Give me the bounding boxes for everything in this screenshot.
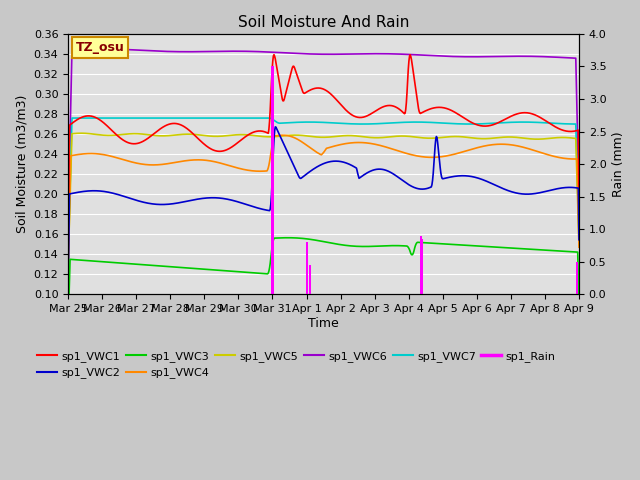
Bar <box>420 239 422 294</box>
Bar <box>309 265 311 294</box>
Y-axis label: Soil Moisture (m3/m3): Soil Moisture (m3/m3) <box>15 95 28 233</box>
Text: TZ_osu: TZ_osu <box>76 41 125 54</box>
Legend: sp1_VWC1, sp1_VWC2, sp1_VWC3, sp1_VWC4, sp1_VWC5, sp1_VWC6, sp1_VWC7, sp1_Rain: sp1_VWC1, sp1_VWC2, sp1_VWC3, sp1_VWC4, … <box>33 347 560 383</box>
Y-axis label: Rain (mm): Rain (mm) <box>612 132 625 197</box>
Bar <box>576 262 579 294</box>
Bar <box>305 242 308 294</box>
Title: Soil Moisture And Rain: Soil Moisture And Rain <box>238 15 409 30</box>
Bar <box>421 258 423 294</box>
X-axis label: Time: Time <box>308 317 339 330</box>
Bar <box>271 67 273 294</box>
Bar <box>420 236 422 294</box>
